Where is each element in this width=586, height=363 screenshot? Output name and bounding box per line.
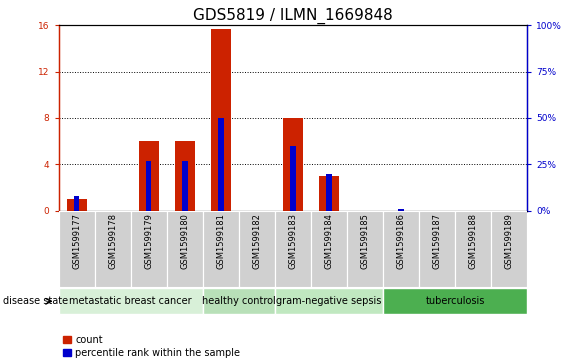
Text: GSM1599179: GSM1599179 bbox=[144, 213, 154, 269]
Text: GSM1599184: GSM1599184 bbox=[325, 213, 333, 269]
Text: GSM1599178: GSM1599178 bbox=[108, 213, 117, 269]
Text: GSM1599188: GSM1599188 bbox=[469, 213, 478, 269]
Bar bbox=[326, 174, 332, 211]
Bar bbox=[419, 211, 455, 287]
Text: healthy control: healthy control bbox=[202, 296, 276, 306]
Text: gram-negative sepsis: gram-negative sepsis bbox=[277, 296, 381, 306]
Legend: count, percentile rank within the sample: count, percentile rank within the sample bbox=[63, 335, 240, 358]
Text: GSM1599181: GSM1599181 bbox=[216, 213, 226, 269]
Bar bbox=[218, 118, 224, 211]
Bar bbox=[455, 211, 491, 287]
Bar bbox=[347, 211, 383, 287]
Bar bbox=[283, 118, 303, 211]
Bar bbox=[139, 141, 159, 211]
Bar bbox=[239, 211, 275, 287]
Bar bbox=[59, 211, 95, 287]
Text: metastatic breast cancer: metastatic breast cancer bbox=[69, 296, 192, 306]
Bar bbox=[146, 160, 151, 211]
Bar bbox=[383, 288, 527, 314]
Text: GSM1599189: GSM1599189 bbox=[505, 213, 514, 269]
Bar bbox=[311, 211, 347, 287]
Bar bbox=[131, 211, 167, 287]
Bar bbox=[59, 288, 203, 314]
Bar bbox=[203, 211, 239, 287]
Bar bbox=[491, 211, 527, 287]
Bar bbox=[383, 211, 419, 287]
Bar bbox=[167, 211, 203, 287]
Bar bbox=[203, 288, 275, 314]
Text: GSM1599182: GSM1599182 bbox=[253, 213, 261, 269]
Text: disease state: disease state bbox=[3, 296, 68, 306]
Bar bbox=[175, 141, 195, 211]
Text: tuberculosis: tuberculosis bbox=[425, 296, 485, 306]
Title: GDS5819 / ILMN_1669848: GDS5819 / ILMN_1669848 bbox=[193, 8, 393, 24]
Text: GSM1599177: GSM1599177 bbox=[72, 213, 81, 269]
Bar bbox=[319, 176, 339, 211]
Bar bbox=[275, 288, 383, 314]
Bar bbox=[182, 160, 188, 211]
Bar bbox=[74, 196, 79, 211]
Bar bbox=[211, 29, 231, 211]
Bar bbox=[67, 199, 87, 211]
Text: GSM1599185: GSM1599185 bbox=[360, 213, 370, 269]
Bar bbox=[290, 146, 296, 211]
Bar bbox=[398, 209, 404, 211]
Bar bbox=[95, 211, 131, 287]
Text: GSM1599186: GSM1599186 bbox=[397, 213, 406, 269]
Text: GSM1599180: GSM1599180 bbox=[180, 213, 189, 269]
Text: GSM1599183: GSM1599183 bbox=[288, 213, 298, 269]
Text: GSM1599187: GSM1599187 bbox=[432, 213, 442, 269]
Bar bbox=[275, 211, 311, 287]
